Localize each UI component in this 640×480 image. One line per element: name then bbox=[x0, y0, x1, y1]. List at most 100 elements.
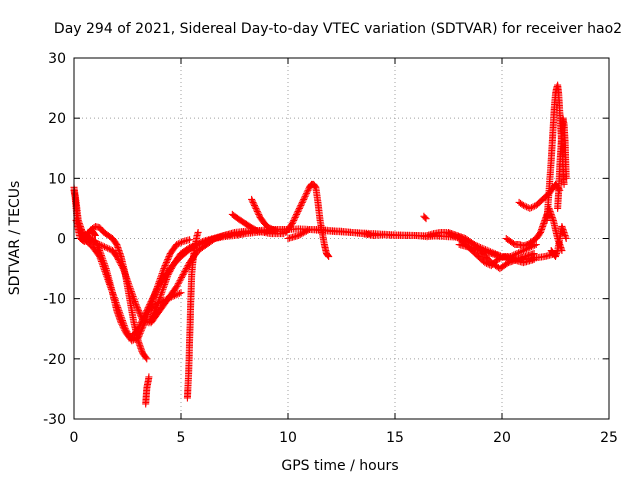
data-point bbox=[294, 207, 302, 215]
data-point bbox=[253, 207, 261, 215]
data-point bbox=[149, 294, 157, 302]
data-point bbox=[118, 317, 126, 325]
data-point bbox=[104, 244, 112, 252]
data-point bbox=[290, 215, 298, 223]
data-point bbox=[273, 227, 281, 235]
data-point bbox=[296, 203, 304, 211]
data-point bbox=[153, 284, 161, 292]
data-point bbox=[99, 242, 107, 250]
data-point bbox=[164, 254, 172, 262]
data-point bbox=[253, 227, 261, 235]
data-point bbox=[131, 297, 139, 305]
y-tick-labels: -30 -20 -10 0 10 20 30 bbox=[43, 51, 66, 428]
data-point bbox=[164, 271, 172, 279]
data-point bbox=[178, 238, 186, 246]
x-tick-label: 0 bbox=[70, 430, 79, 446]
data-point bbox=[325, 253, 333, 261]
data-point bbox=[250, 200, 258, 208]
data-point bbox=[137, 311, 145, 319]
data-point bbox=[562, 235, 570, 242]
data-point bbox=[178, 274, 186, 282]
data-point bbox=[181, 268, 189, 276]
data-point bbox=[102, 244, 110, 252]
data-point bbox=[160, 265, 168, 273]
data-point bbox=[120, 321, 128, 329]
data-point bbox=[515, 249, 523, 257]
data-point bbox=[125, 332, 133, 340]
data-point bbox=[156, 274, 164, 282]
y-tick-label: -30 bbox=[43, 412, 66, 428]
data-point bbox=[165, 269, 173, 277]
y-tick-label: 30 bbox=[48, 51, 66, 67]
data-point bbox=[114, 305, 122, 313]
data-point bbox=[119, 318, 127, 326]
data-point bbox=[298, 230, 306, 238]
data-point bbox=[560, 180, 568, 188]
data-point bbox=[109, 290, 117, 298]
data-point bbox=[81, 236, 89, 244]
data-point bbox=[100, 243, 108, 251]
x-tick-labels: 0 5 10 15 20 25 bbox=[70, 430, 618, 446]
data-point bbox=[248, 197, 256, 205]
data-point bbox=[288, 219, 296, 227]
data-point bbox=[180, 269, 188, 277]
data-point bbox=[250, 201, 258, 209]
data-point bbox=[301, 228, 309, 236]
data-point bbox=[135, 308, 143, 316]
data-point bbox=[91, 231, 99, 239]
data-point bbox=[302, 227, 310, 235]
data-point bbox=[137, 326, 145, 334]
data-point bbox=[153, 283, 161, 291]
data-point bbox=[421, 213, 429, 221]
data-point bbox=[159, 266, 167, 274]
data-point bbox=[249, 198, 257, 206]
data-point bbox=[97, 241, 105, 249]
data-point bbox=[142, 315, 150, 323]
data-point bbox=[159, 297, 167, 305]
data-point bbox=[113, 302, 121, 310]
data-point bbox=[143, 312, 151, 320]
data-point bbox=[113, 300, 121, 308]
data-point bbox=[292, 212, 300, 220]
data-point bbox=[123, 328, 131, 336]
data-point bbox=[133, 304, 141, 312]
data-point bbox=[142, 354, 150, 362]
data-point bbox=[176, 277, 184, 285]
data-point bbox=[89, 238, 97, 246]
data-point bbox=[158, 270, 166, 278]
data-point bbox=[159, 285, 167, 293]
data-point bbox=[293, 210, 301, 218]
data-point bbox=[105, 245, 113, 253]
data-point bbox=[162, 276, 170, 284]
x-tick-label: 25 bbox=[600, 430, 618, 446]
data-point bbox=[295, 204, 303, 212]
data-point bbox=[162, 277, 170, 285]
y-tick-label: 20 bbox=[48, 111, 66, 127]
data-point bbox=[130, 296, 138, 304]
data-point bbox=[108, 287, 116, 295]
data-point bbox=[151, 289, 159, 297]
data-point bbox=[169, 292, 177, 300]
data-point bbox=[303, 189, 311, 197]
data-point bbox=[513, 250, 521, 258]
data-point bbox=[98, 259, 106, 267]
data-point bbox=[125, 331, 133, 339]
data-point bbox=[173, 241, 181, 249]
data-point bbox=[99, 262, 107, 270]
data-point bbox=[155, 299, 163, 307]
data-point bbox=[154, 281, 162, 289]
data-point bbox=[303, 188, 311, 196]
data-point bbox=[110, 294, 118, 302]
data-point bbox=[138, 325, 146, 333]
data-point bbox=[107, 284, 115, 292]
data-point bbox=[304, 186, 312, 194]
data-point bbox=[532, 241, 540, 249]
data-point bbox=[253, 206, 261, 214]
y-tick-label: 10 bbox=[48, 171, 66, 187]
data-point bbox=[155, 278, 163, 286]
data-point bbox=[144, 311, 152, 319]
data-point bbox=[523, 203, 531, 211]
y-tick-label: -20 bbox=[43, 352, 66, 368]
data-point bbox=[101, 267, 109, 275]
